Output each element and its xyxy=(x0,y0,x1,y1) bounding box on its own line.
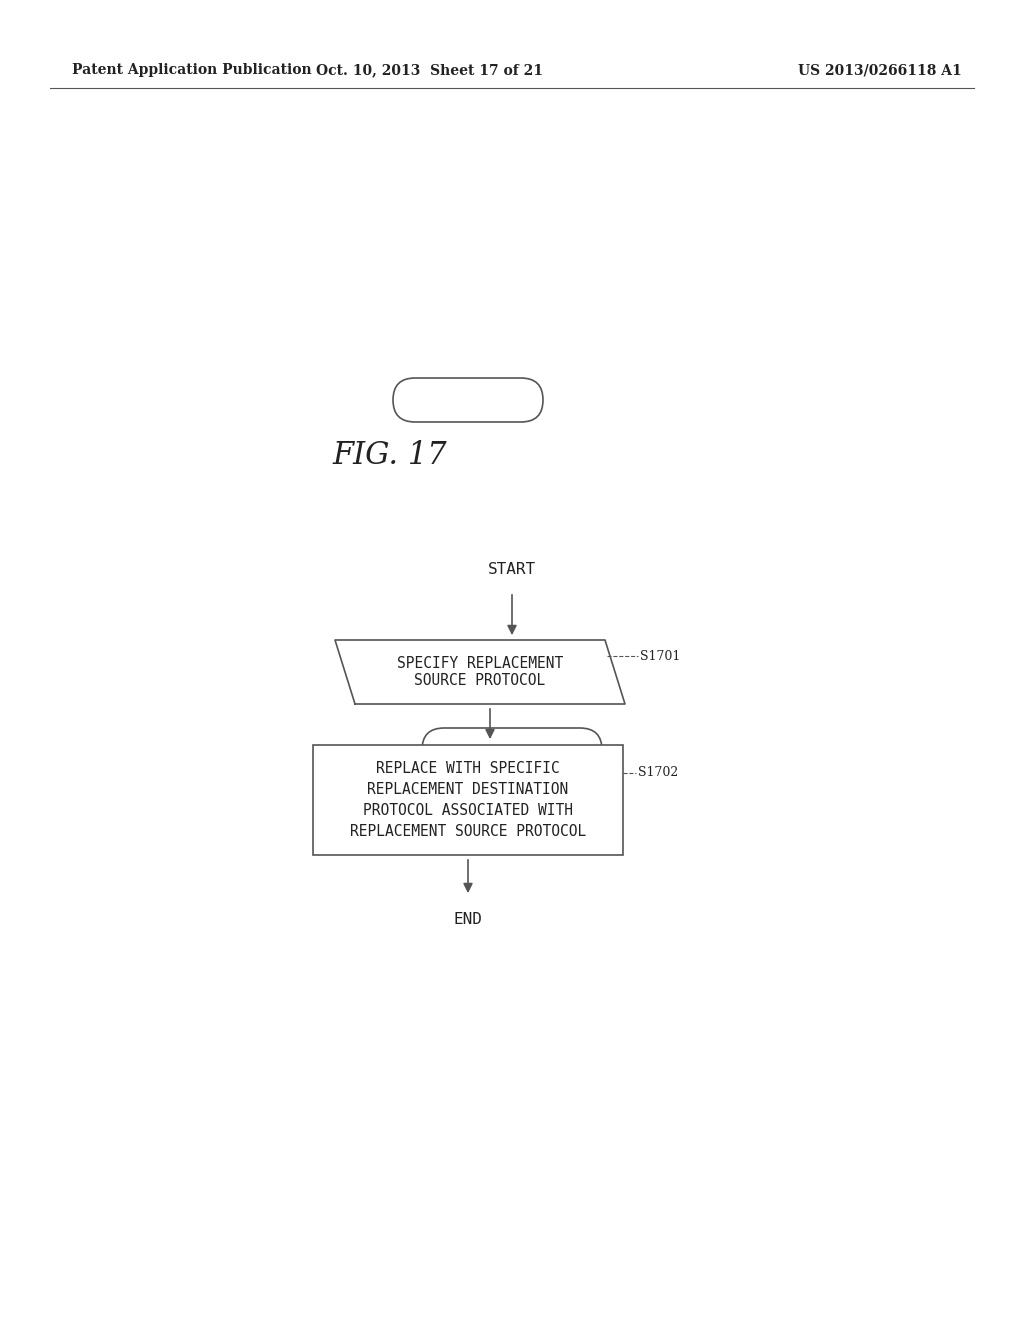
FancyBboxPatch shape xyxy=(393,378,543,422)
Text: Patent Application Publication: Patent Application Publication xyxy=(72,63,311,77)
Text: START: START xyxy=(488,562,536,578)
Text: S1702: S1702 xyxy=(638,766,678,779)
FancyBboxPatch shape xyxy=(422,729,602,772)
Text: Oct. 10, 2013  Sheet 17 of 21: Oct. 10, 2013 Sheet 17 of 21 xyxy=(316,63,544,77)
Polygon shape xyxy=(335,640,625,704)
Text: REPLACE WITH SPECIFIC
REPLACEMENT DESTINATION
PROTOCOL ASSOCIATED WITH
REPLACEME: REPLACE WITH SPECIFIC REPLACEMENT DESTIN… xyxy=(350,762,586,840)
Text: S1701: S1701 xyxy=(640,649,680,663)
Text: SPECIFY REPLACEMENT
SOURCE PROTOCOL: SPECIFY REPLACEMENT SOURCE PROTOCOL xyxy=(397,656,563,688)
Text: US 2013/0266118 A1: US 2013/0266118 A1 xyxy=(798,63,962,77)
Text: END: END xyxy=(454,912,482,928)
Text: FIG. 17: FIG. 17 xyxy=(333,440,447,470)
Bar xyxy=(313,744,623,855)
